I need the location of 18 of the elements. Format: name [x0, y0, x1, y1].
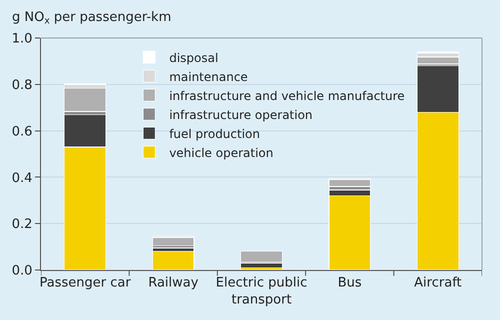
y-tick-label: 0.2	[12, 217, 32, 232]
legend-label: disposal	[169, 50, 218, 65]
y-axis-title: g NO$_{x}$ per passenger-km	[12, 10, 172, 27]
x-tick-label: Aircraft	[414, 276, 462, 291]
legend-label: maintenance	[169, 70, 248, 84]
y-tick-label: 1.0	[12, 32, 32, 47]
y-tick-label: 0.4	[12, 170, 32, 186]
legend-label: vehicle operation	[169, 146, 274, 160]
x-tick-label: Passenger car	[40, 276, 132, 291]
y-tick-label: 0.0	[12, 264, 32, 279]
x-tick-label: Bus	[338, 276, 362, 291]
x-tick-label: Electric public transport	[216, 276, 308, 308]
legend-label: infrastructure and vehicle manufacture	[169, 88, 405, 103]
x-tick-label: Railway	[148, 276, 199, 291]
y-tick-label: 0.8	[12, 78, 32, 93]
y-tick-label: 0.6	[12, 124, 32, 140]
legend-label: fuel production	[169, 126, 260, 141]
legend-label: infrastructure operation	[169, 108, 313, 122]
